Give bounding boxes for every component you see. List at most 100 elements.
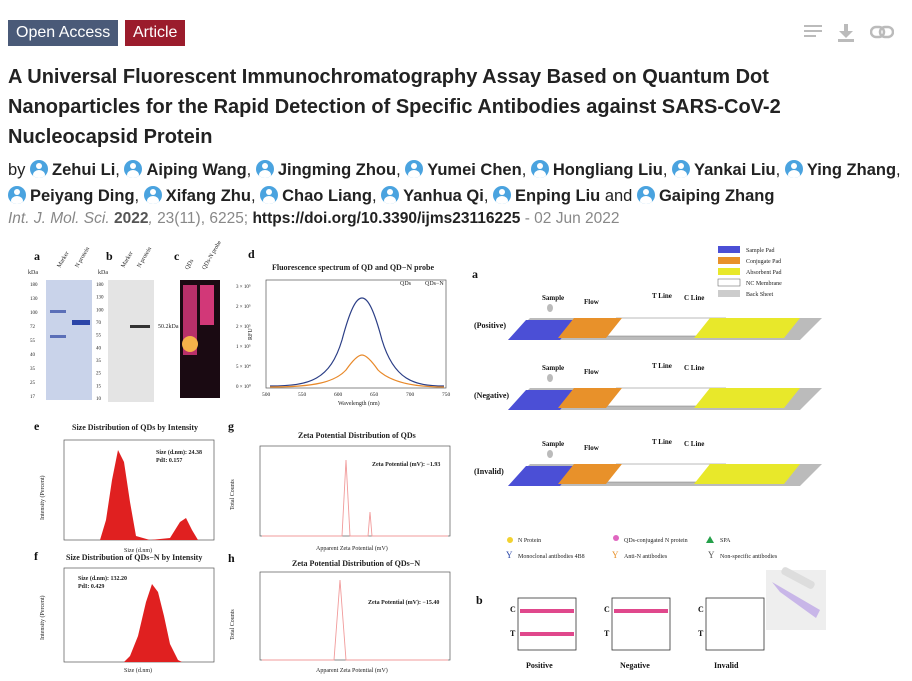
histogram (100, 450, 198, 540)
list-icon[interactable] (804, 24, 822, 42)
droplet-icon (547, 374, 553, 382)
download-icon[interactable] (838, 24, 854, 42)
band-size: 50.2kDa (158, 324, 179, 330)
band (50, 310, 66, 313)
t-label: T (604, 629, 610, 638)
graphical-abstract[interactable]: a Marker N protein kDa 180 130 100 72 55 40 35… (20, 240, 910, 676)
panel-e-label: e (34, 419, 40, 433)
person-icon (255, 160, 274, 178)
by-label: by (8, 161, 26, 179)
y-axis-label: Intensity (Percent) (39, 476, 46, 520)
lane-label: QDs-N probe (202, 240, 224, 271)
band (72, 320, 90, 325)
toolbar (804, 24, 894, 42)
panel-b-label: b (106, 249, 113, 263)
svg-text:Anti-N antibodies: Anti-N antibodies (624, 554, 668, 560)
ticks-b: 180 130 100 70 55 40 35 25 15 10 (96, 283, 104, 402)
author[interactable]: Yanhua Qi (381, 186, 484, 205)
c-line-label: C Line (684, 294, 704, 302)
row-label: (Positive) (474, 321, 506, 330)
tick-label: 600 (334, 392, 343, 398)
author[interactable]: Yumei Chen (405, 160, 522, 179)
tick-label: 5 × 10⁴ (236, 364, 251, 370)
conjugate-pad (558, 388, 622, 408)
fluor-lane (200, 285, 214, 325)
conjugate-pad (558, 318, 622, 338)
person-icon (530, 160, 549, 178)
sample-pad (508, 390, 576, 410)
tick-label: 100 (96, 308, 104, 313)
article-badge[interactable]: Article (125, 20, 186, 46)
result-label: Invalid (714, 661, 739, 670)
tick-label: 40 (96, 346, 102, 351)
result-card: C T Positive (510, 597, 577, 670)
author[interactable]: Aiping Wang (124, 160, 247, 179)
result-label: Positive (526, 661, 553, 670)
tick-label: 130 (96, 296, 104, 301)
flow-label: Flow (584, 368, 600, 376)
chart-title: Zeta Potential Distribution of QDs (298, 431, 416, 440)
kda-label: kDa (28, 270, 38, 276)
tick-label: 55 (96, 334, 102, 339)
flow-label: Flow (584, 298, 600, 306)
panel-d-label: d (248, 247, 255, 261)
plot-frame (259, 445, 451, 537)
tick-label: 650 (370, 392, 379, 398)
svg-text:Y: Y (612, 550, 619, 560)
plot-frame (259, 571, 451, 661)
author[interactable]: Peiyang Ding (8, 186, 135, 205)
lane-label: QDs (185, 258, 196, 271)
author[interactable]: Xifang Zhu (143, 186, 251, 205)
person-icon (405, 160, 424, 178)
svg-text:NC Membrane: NC Membrane (746, 281, 782, 287)
doi-link[interactable]: https://doi.org/10.3390/ijms23116225 (252, 210, 521, 227)
t-line-label: T Line (652, 362, 672, 370)
absorbent-pad (694, 318, 800, 338)
x-axis-label: Wavelength (nm) (338, 400, 380, 407)
svg-text:N Protein: N Protein (518, 538, 541, 544)
plot-frame (265, 279, 447, 389)
author[interactable]: Jingming Zhou (255, 160, 396, 179)
sample-label: Sample (542, 440, 564, 448)
author-list: by Zehui Li, Aiping Wang, Jingming Zhou,… (8, 160, 901, 205)
author[interactable]: Gaiping Zhang (636, 186, 774, 205)
ticks-d: 500 550 600 650 700 750 0 × 10⁰ 5 × 10⁴ 1 × 10⁵ 2… (236, 284, 451, 398)
c-line-label: C Line (684, 440, 704, 448)
t-label: T (510, 629, 516, 638)
tick-label: 550 (298, 392, 307, 398)
result-label: Negative (620, 661, 650, 670)
tick-label: 25 (30, 381, 36, 386)
author[interactable]: Hongliang Liu (530, 160, 663, 179)
tick-label: 55 (30, 339, 36, 344)
journal-name: Int. J. Mol. Sci. (8, 210, 110, 227)
x-axis-label: Size (d.nm) (124, 667, 152, 674)
conjugate-pad (558, 464, 622, 484)
lane-label: N protein (137, 246, 154, 269)
link-icon[interactable] (870, 24, 894, 42)
y-axis-label: Total Counts (230, 479, 236, 510)
author[interactable]: Ying Zhang (784, 160, 896, 179)
person-icon (30, 160, 49, 178)
person-icon (124, 160, 143, 178)
author[interactable]: Zehui Li (30, 160, 115, 179)
open-access-badge[interactable]: Open Access (8, 20, 119, 46)
svg-text:Non-specific antibodies: Non-specific antibodies (720, 553, 778, 560)
kda-label: kDa (98, 270, 108, 276)
histogram (124, 584, 182, 662)
panel-c-label: c (174, 249, 180, 263)
y-axis-label: Total Counts (230, 609, 236, 640)
author[interactable]: Enping Liu (493, 186, 600, 205)
tick-label: 10 (96, 397, 102, 402)
svg-text:Y: Y (506, 550, 513, 560)
tick-label: 70 (96, 321, 102, 326)
author[interactable]: Yankai Liu (672, 160, 776, 179)
author[interactable]: Chao Liang (260, 186, 372, 205)
tick-label: 2 × 10⁵ (236, 324, 251, 330)
pub-date: - 02 Jun 2022 (524, 210, 620, 227)
legend-entry: QDs−N (425, 281, 444, 287)
uv-lamp-illustration (766, 567, 826, 630)
lane-label: Marker (57, 251, 71, 269)
series-qds (269, 297, 445, 387)
article-title[interactable]: A Universal Fluorescent Immunochromatogr… (8, 66, 781, 148)
tick-label: 3 × 10⁵ (236, 284, 251, 290)
